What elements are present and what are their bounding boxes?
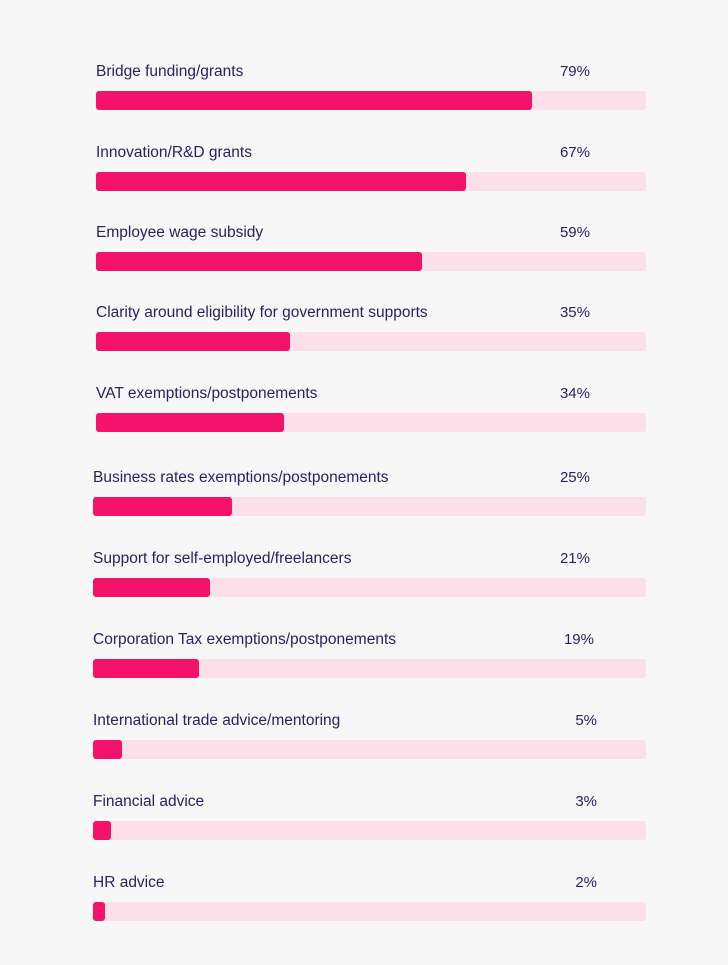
value-label: 79% bbox=[559, 63, 590, 80]
bar bbox=[96, 172, 466, 191]
bar-track bbox=[93, 659, 646, 678]
category-label: Innovation/R&D grants bbox=[96, 144, 252, 161]
bar-track bbox=[96, 332, 646, 351]
category-label: Support for self-employed/freelancers bbox=[93, 550, 352, 567]
value-label: 21% bbox=[559, 550, 590, 567]
bar-row: Bridge funding/grants 79% bbox=[96, 62, 646, 112]
bar-row: International trade advice/mentoring 5% bbox=[93, 711, 646, 761]
bar-row: Employee wage subsidy 59% bbox=[96, 223, 646, 273]
value-label: 2% bbox=[575, 874, 597, 891]
bar-track bbox=[96, 172, 646, 191]
category-label: HR advice bbox=[93, 874, 165, 891]
bar bbox=[93, 902, 105, 921]
bar bbox=[93, 497, 232, 516]
category-label: Bridge funding/grants bbox=[96, 63, 244, 80]
bar bbox=[93, 659, 199, 678]
bar bbox=[96, 413, 284, 432]
category-label: Corporation Tax exemptions/postponements bbox=[93, 631, 396, 648]
bar-row: Financial advice 3% bbox=[93, 792, 646, 842]
bar bbox=[93, 578, 210, 597]
value-label: 3% bbox=[575, 793, 597, 810]
bar-track bbox=[93, 578, 646, 597]
bar bbox=[96, 91, 532, 110]
value-label: 19% bbox=[563, 631, 594, 648]
category-label: Employee wage subsidy bbox=[96, 224, 264, 241]
bar-track bbox=[93, 497, 646, 516]
bar-track bbox=[93, 821, 646, 840]
category-label: Clarity around eligibility for governmen… bbox=[96, 304, 428, 321]
bar-track bbox=[96, 413, 646, 432]
value-label: 34% bbox=[559, 385, 590, 402]
bar-row: Innovation/R&D grants 67% bbox=[96, 143, 646, 193]
bar bbox=[96, 332, 290, 351]
category-label: VAT exemptions/postponements bbox=[96, 385, 318, 402]
bar-row: Corporation Tax exemptions/postponements… bbox=[93, 630, 646, 680]
bar bbox=[93, 740, 122, 759]
bar-track bbox=[96, 91, 646, 110]
bar-track bbox=[96, 252, 646, 271]
category-label: Financial advice bbox=[93, 793, 205, 810]
bar-track bbox=[93, 902, 646, 921]
category-label: International trade advice/mentoring bbox=[93, 712, 341, 729]
bar-row: VAT exemptions/postponements 34% bbox=[96, 384, 646, 434]
bar bbox=[96, 252, 422, 271]
bar-row: Clarity around eligibility for governmen… bbox=[96, 303, 646, 353]
bar-row: Business rates exemptions/postponements 2… bbox=[93, 468, 646, 518]
value-label: 5% bbox=[575, 712, 597, 729]
bar-row: HR advice 2% bbox=[93, 873, 646, 923]
bar-track bbox=[93, 740, 646, 759]
value-label: 35% bbox=[559, 304, 590, 321]
value-label: 67% bbox=[559, 144, 590, 161]
bar bbox=[93, 821, 111, 840]
category-label: Business rates exemptions/postponements bbox=[93, 469, 389, 486]
value-label: 59% bbox=[559, 224, 590, 241]
bar-row: Support for self-employed/freelancers 21% bbox=[93, 549, 646, 599]
value-label: 25% bbox=[559, 469, 590, 486]
